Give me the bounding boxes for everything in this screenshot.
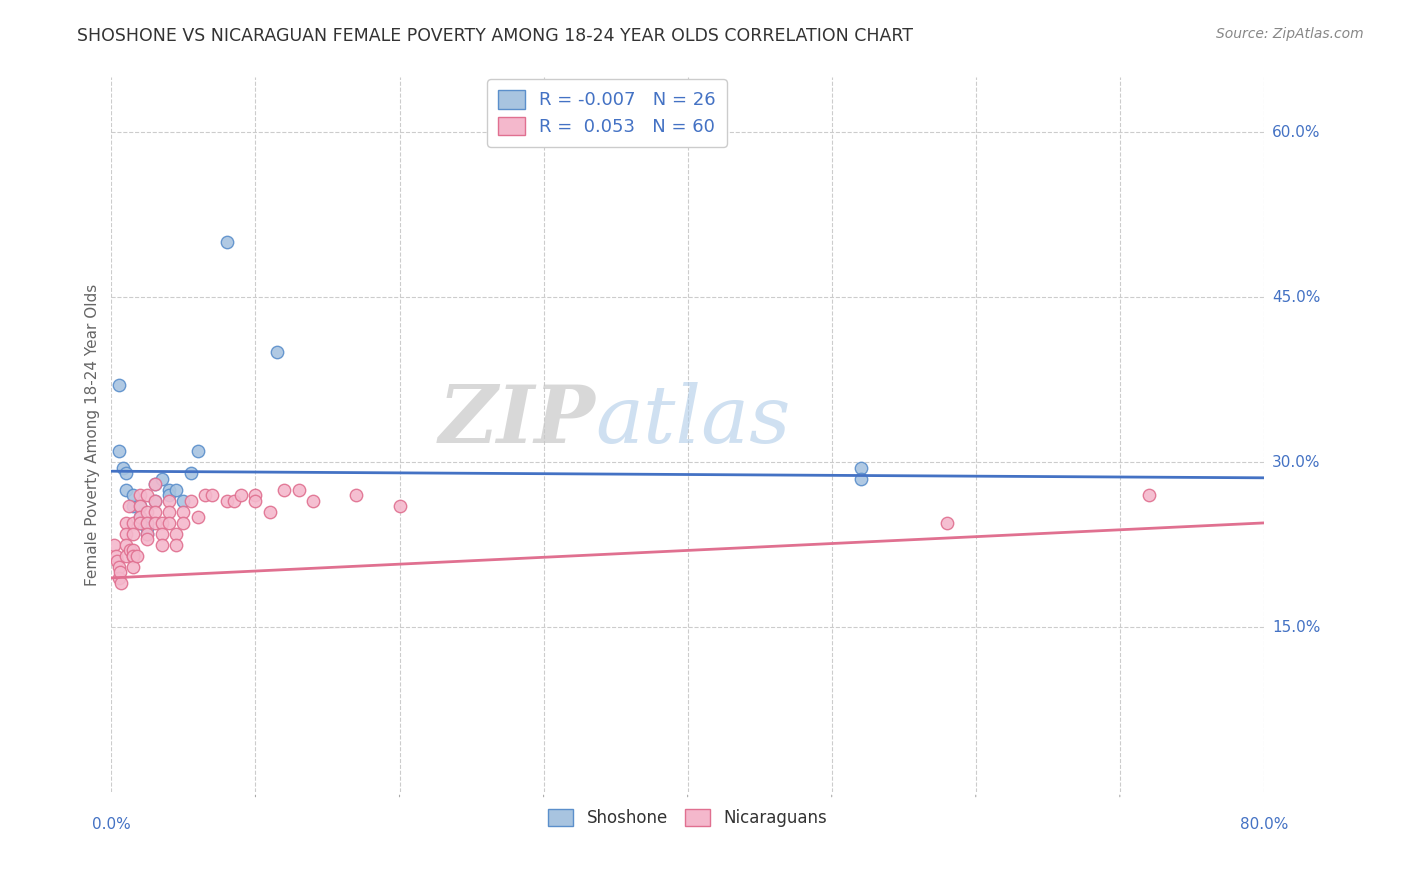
Point (105, 554, 128, 568)
Point (849, 461, 872, 475)
Text: 60.0%: 60.0% (1272, 125, 1320, 140)
Point (187, 444, 209, 458)
Legend: Shoshone, Nicaraguans: Shoshone, Nicaraguans (541, 803, 834, 834)
Point (114, 538, 136, 552)
Point (114, 483, 136, 497)
Point (143, 494, 166, 508)
Text: SHOSHONE VS NICARAGUAN FEMALE POVERTY AMONG 18-24 YEAR OLDS CORRELATION CHART: SHOSHONE VS NICARAGUAN FEMALE POVERTY AM… (77, 27, 914, 45)
Point (122, 516, 145, 530)
Text: 80.0%: 80.0% (1240, 817, 1288, 832)
Point (122, 527, 145, 541)
Point (136, 488, 159, 502)
Point (157, 488, 180, 502)
Point (259, 505, 281, 519)
Point (122, 543, 145, 558)
Text: 15.0%: 15.0% (1272, 620, 1320, 635)
Point (107, 444, 129, 458)
Point (165, 538, 187, 552)
Point (129, 516, 152, 530)
Point (157, 494, 180, 508)
Point (129, 516, 152, 530)
Point (143, 477, 166, 491)
Point (136, 527, 159, 541)
Point (201, 488, 224, 502)
Point (120, 543, 142, 558)
Point (118, 500, 141, 514)
Point (143, 505, 166, 519)
Point (215, 235, 238, 250)
Point (129, 500, 152, 514)
Point (122, 560, 145, 574)
Point (107, 560, 129, 574)
Point (129, 510, 152, 524)
Point (180, 494, 202, 508)
Point (114, 527, 136, 541)
Point (849, 472, 872, 486)
Point (180, 467, 202, 481)
Text: ZIP: ZIP (439, 382, 596, 459)
Point (104, 549, 127, 563)
Point (122, 500, 145, 514)
Point (245, 488, 267, 502)
Point (143, 494, 166, 508)
Point (136, 521, 159, 535)
Point (122, 549, 145, 563)
Point (107, 571, 129, 585)
Point (136, 516, 159, 530)
Point (122, 549, 145, 563)
Point (388, 500, 411, 514)
Point (194, 488, 217, 502)
Point (229, 488, 252, 502)
Point (114, 467, 136, 481)
Point (150, 527, 173, 541)
Point (157, 516, 180, 530)
Point (172, 494, 194, 508)
Point (150, 472, 173, 486)
Point (114, 549, 136, 563)
Point (1137, 488, 1160, 502)
Point (143, 516, 166, 530)
Point (215, 494, 238, 508)
Point (150, 538, 173, 552)
Point (136, 505, 159, 519)
Point (129, 500, 152, 514)
Point (110, 576, 132, 591)
Point (266, 345, 288, 359)
Point (157, 505, 180, 519)
Point (108, 566, 131, 580)
Point (122, 488, 145, 502)
Text: 30.0%: 30.0% (1272, 455, 1320, 470)
Point (136, 527, 159, 541)
Y-axis label: Female Poverty Among 18-24 Year Olds: Female Poverty Among 18-24 Year Olds (86, 284, 100, 586)
Point (344, 488, 367, 502)
Point (136, 516, 159, 530)
Text: 45.0%: 45.0% (1272, 290, 1320, 305)
Point (111, 461, 134, 475)
Point (273, 483, 295, 497)
Point (187, 510, 209, 524)
Point (150, 516, 173, 530)
Point (129, 488, 152, 502)
Point (245, 494, 267, 508)
Point (143, 477, 166, 491)
Point (157, 483, 180, 497)
Point (107, 378, 129, 392)
Point (127, 549, 149, 563)
Point (165, 527, 187, 541)
Text: atlas: atlas (596, 382, 790, 459)
Point (302, 494, 325, 508)
Text: Source: ZipAtlas.com: Source: ZipAtlas.com (1216, 27, 1364, 41)
Point (936, 516, 959, 530)
Point (172, 516, 194, 530)
Point (103, 538, 125, 552)
Point (287, 483, 309, 497)
Point (222, 494, 245, 508)
Text: 0.0%: 0.0% (91, 817, 131, 832)
Point (165, 483, 187, 497)
Point (129, 510, 152, 524)
Point (114, 516, 136, 530)
Point (136, 533, 159, 547)
Point (172, 505, 194, 519)
